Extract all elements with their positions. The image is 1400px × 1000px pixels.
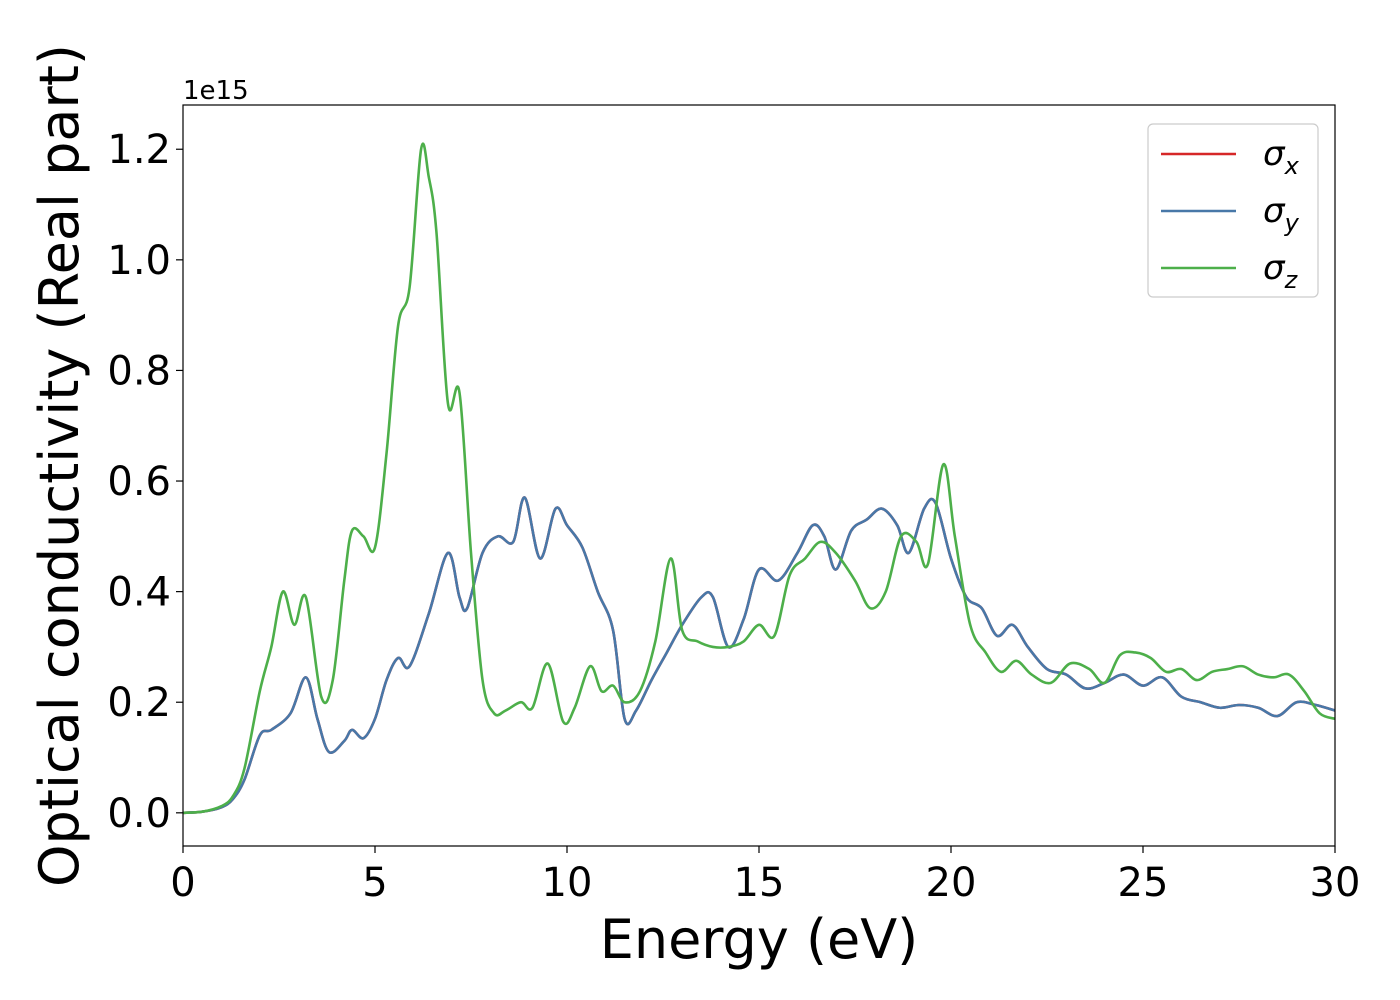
legend-symbol: σ <box>1263 191 1286 231</box>
legend-label-sigma-z: σz <box>1263 248 1299 294</box>
legend-symbol: σ <box>1263 248 1286 288</box>
y-tick-label: 1.0 <box>107 238 171 284</box>
x-tick-label: 15 <box>734 860 785 906</box>
series-line-sigma-z <box>183 142 1335 815</box>
x-tick-label: 0 <box>170 860 195 906</box>
y-tick-label: 0.2 <box>107 680 171 726</box>
y-tick-label: 0.0 <box>107 791 171 837</box>
y-tick-label: 0.6 <box>107 459 171 505</box>
y-axis-offset-label: 1e15 <box>183 76 249 106</box>
y-tick-label: 0.4 <box>107 570 171 616</box>
x-axis-label: Energy (eV) <box>600 908 919 971</box>
x-tick-label: 30 <box>1310 860 1361 906</box>
y-axis-label: Optical conductivity (Real part) <box>28 44 91 887</box>
y-tick-label: 0.8 <box>107 348 171 394</box>
x-tick-label: 5 <box>362 860 387 906</box>
y-tick-label: 1.2 <box>107 127 171 173</box>
x-tick-label: 20 <box>926 860 977 906</box>
series-layer <box>183 142 1335 815</box>
legend-label-sigma-x: σx <box>1263 134 1300 180</box>
x-axis-ticks: 0 5 10 15 20 25 30 <box>170 846 1360 906</box>
legend-symbol: σ <box>1263 134 1286 174</box>
x-tick-label: 10 <box>542 860 593 906</box>
legend-subscript: z <box>1284 266 1299 294</box>
series-line-sigma-x <box>183 496 1335 815</box>
y-axis-ticks: 0.0 0.2 0.4 0.6 0.8 1.0 1.2 <box>107 127 183 837</box>
legend-subscript: y <box>1284 209 1300 237</box>
legend-subscript: x <box>1284 152 1300 180</box>
legend-label-sigma-y: σy <box>1263 191 1300 237</box>
x-tick-label: 25 <box>1118 860 1169 906</box>
series-line-sigma-y <box>183 496 1335 815</box>
